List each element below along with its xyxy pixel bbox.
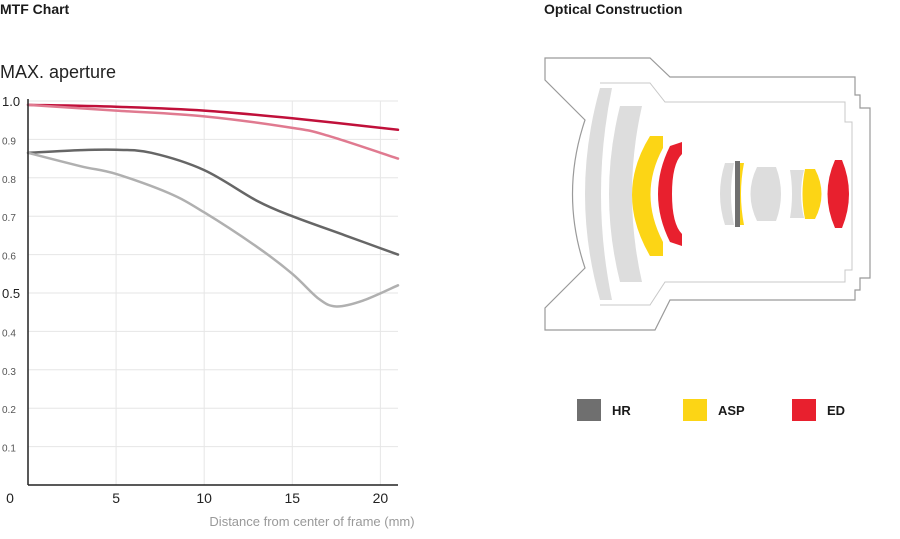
x-tick-label: 20 bbox=[373, 490, 389, 506]
legend-swatch bbox=[577, 399, 601, 421]
x-tick-label: 0 bbox=[6, 490, 14, 506]
optical-construction-heading: Optical Construction bbox=[544, 1, 683, 17]
chart-grid bbox=[28, 100, 398, 485]
legend-item-asp: ASP bbox=[683, 399, 745, 421]
x-tick-label: 15 bbox=[284, 490, 300, 506]
y-tick-label: 0.5 bbox=[2, 286, 20, 301]
lens-element-hr bbox=[735, 161, 740, 227]
y-tick-label: 0.9 bbox=[2, 136, 16, 147]
lens-element-glass bbox=[750, 167, 781, 221]
series-line-10-lp-mm-sagittal bbox=[26, 103, 400, 132]
mtf-chart-heading: MTF Chart bbox=[0, 1, 70, 17]
lens-element-ed bbox=[827, 160, 849, 228]
series-line-30-lp-mm-sagittal bbox=[26, 148, 400, 256]
chart-series bbox=[26, 103, 400, 308]
y-tick-label: 0.4 bbox=[2, 328, 16, 339]
y-tick-label: 0.7 bbox=[2, 213, 16, 224]
legend-item-hr: HR bbox=[577, 399, 631, 421]
legend-swatch bbox=[792, 399, 816, 421]
chart-subtitle: MAX. aperture bbox=[0, 62, 117, 82]
lens-element-glass bbox=[609, 106, 642, 282]
lens-element-asp bbox=[802, 169, 822, 219]
series-line-10-lp-mm-meridional bbox=[26, 103, 400, 160]
y-tick-label: 0.6 bbox=[2, 252, 16, 263]
legend-item-ed: ED bbox=[792, 399, 845, 421]
series-line-30-lp-mm-meridional bbox=[26, 151, 400, 308]
lens-barrel-inner bbox=[600, 82, 853, 306]
lens-element-glass bbox=[790, 170, 804, 218]
y-tick-label: 0.2 bbox=[2, 405, 16, 416]
lens-diagram bbox=[544, 57, 871, 331]
lens-element-glass bbox=[585, 88, 612, 300]
legend-label: ED bbox=[827, 402, 846, 418]
y-tick-label: 0.1 bbox=[2, 444, 16, 455]
x-axis-label: Distance from center of frame (mm) bbox=[209, 514, 414, 529]
x-tick-label: 5 bbox=[112, 490, 120, 506]
legend-label: ASP bbox=[718, 402, 745, 418]
lens-element-glass bbox=[720, 163, 734, 225]
y-tick-label: 1.0 bbox=[2, 94, 20, 109]
chart-axes bbox=[27, 99, 398, 486]
chart-labels: 1.0 0.9 0.8 0.7 0.6 0.5 0.4 0.3 0.2 0.1 0 5 10 15 20 Di… bbox=[2, 94, 415, 529]
lens-element-ed bbox=[658, 142, 682, 246]
legend-swatch bbox=[683, 399, 707, 421]
legend-label: HR bbox=[612, 402, 631, 418]
x-tick-label: 10 bbox=[196, 490, 212, 506]
y-tick-label: 0.8 bbox=[2, 175, 16, 186]
mtf-chart: 1.0 0.9 0.8 0.7 0.6 0.5 0.4 0.3 0.2 0.1 0 5 10 15 20 Di… bbox=[2, 94, 415, 529]
lens-element-asp bbox=[740, 163, 744, 225]
lens-element-asp bbox=[632, 136, 663, 256]
y-tick-label: 0.3 bbox=[2, 367, 16, 378]
